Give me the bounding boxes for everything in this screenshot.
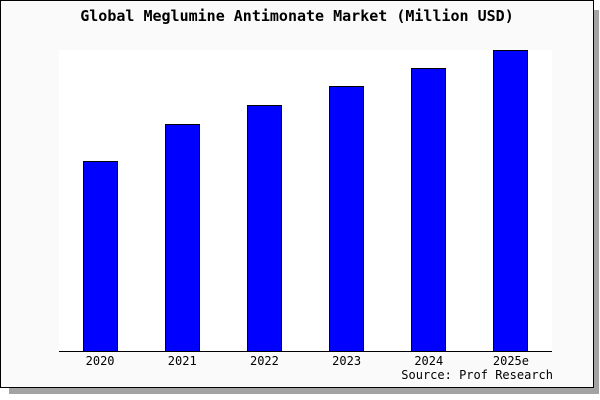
bar-2024 [411,68,447,351]
bar-slot [223,50,305,351]
bar-2021 [164,124,200,351]
bar-slot [388,50,470,351]
x-axis-label-2022: 2022 [249,354,279,368]
x-axis-label-2021: 2021 [167,354,197,368]
x-axis-label-2024: 2024 [414,354,444,368]
bar-2025e [493,50,529,351]
bar-slot [141,50,223,351]
chart-title: Global Meglumine Antimonate Market (Mill… [80,7,514,25]
chart-figure: Global Meglumine Antimonate Market (Mill… [0,0,594,388]
bar-2022 [246,105,282,351]
bar-2020 [82,161,118,351]
x-axis-label-2023: 2023 [332,354,362,368]
bar-slot [306,50,388,351]
bar-slot [59,50,141,351]
x-axis-label-2025e: 2025e [492,354,529,368]
bar-slot [470,50,552,351]
source-label: Source: Prof Research [401,368,553,382]
plot-area [59,50,552,352]
x-axis-labels: 2020 2021 2022 2023 2024 2025e [59,354,552,368]
x-axis-label-2020: 2020 [85,354,115,368]
bar-2023 [329,86,365,351]
